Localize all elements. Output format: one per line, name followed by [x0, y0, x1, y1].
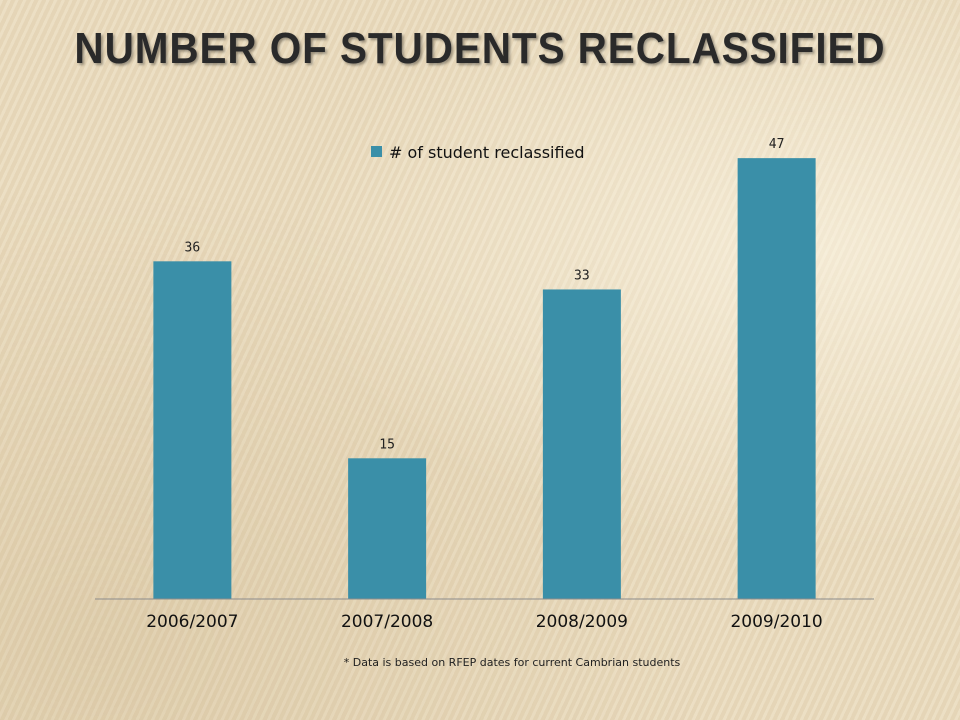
x-tick-label: 2008/2009	[536, 612, 628, 632]
x-tick-label: 2007/2008	[341, 612, 433, 632]
data-label-2008-2009: 33	[574, 268, 590, 283]
bar-2006-2007	[153, 261, 232, 599]
bar-2009-2010	[737, 158, 816, 599]
data-label-2006-2007: 36	[185, 240, 201, 255]
legend-swatch	[371, 146, 382, 157]
x-tick-label: 2006/2007	[146, 612, 238, 632]
data-labels-group: 36 15 33 47	[185, 137, 785, 452]
chart-footnote: * Data is based on RFEP dates for curren…	[343, 656, 681, 669]
data-label-2007-2008: 15	[379, 437, 395, 452]
x-tick-labels-group: 2006/2007 2007/2008 2008/2009 2009/2010	[146, 612, 823, 632]
bars-group	[153, 158, 816, 599]
data-label-2009-2010: 47	[769, 137, 785, 152]
bar-2007-2008	[348, 458, 427, 599]
bar-2008-2009	[542, 289, 621, 599]
chart-legend: # of student reclassified	[371, 143, 585, 162]
slide-title: NUMBER OF STUDENTS RECLASSIFIED	[74, 24, 886, 73]
x-tick-label: 2009/2010	[730, 612, 822, 632]
legend-label: # of student reclassified	[389, 143, 585, 162]
